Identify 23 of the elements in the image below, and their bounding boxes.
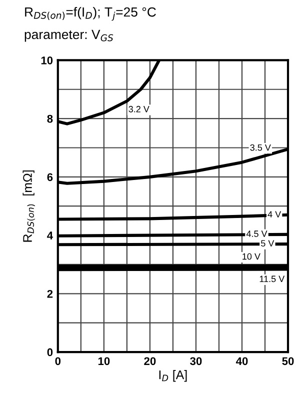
x-tick-label: 20	[144, 357, 156, 366]
x-tick-label: 30	[190, 357, 202, 366]
series-label: 3.2 V	[128, 106, 150, 112]
x-tick-label: 50	[282, 357, 294, 366]
y-tick-label: 6	[47, 173, 53, 182]
series-label: 4.5 V	[246, 230, 268, 237]
x-tick-label: 40	[236, 357, 248, 366]
x-tick-label: 0	[55, 357, 61, 366]
y-tick-label: 2	[47, 290, 53, 298]
chart-title: R$_{DS(on)}$=f(I$_{D}$); T$_{j}$=25 °C	[25, 7, 156, 21]
series-label: 3.5 V	[250, 144, 271, 151]
x-axis-title: I$_{D}$ [A]	[159, 370, 187, 382]
y-tick-label: 0	[47, 348, 53, 356]
y-tick-label: 8	[47, 114, 53, 123]
y-tick-label: 4	[47, 232, 53, 240]
x-tick-label: 10	[98, 357, 110, 366]
series-label: 11.5 V	[260, 276, 285, 282]
chart-subtitle: parameter: V$_{GS}$	[24, 30, 114, 42]
series-label: 10 V	[242, 253, 260, 260]
y-axis-title: R$_{DS(on)}$ [mΩ]	[22, 170, 36, 242]
series-label: 5 V	[261, 240, 274, 247]
y-tick-label: 10	[41, 56, 53, 64]
series-label: 4 V	[268, 211, 282, 218]
